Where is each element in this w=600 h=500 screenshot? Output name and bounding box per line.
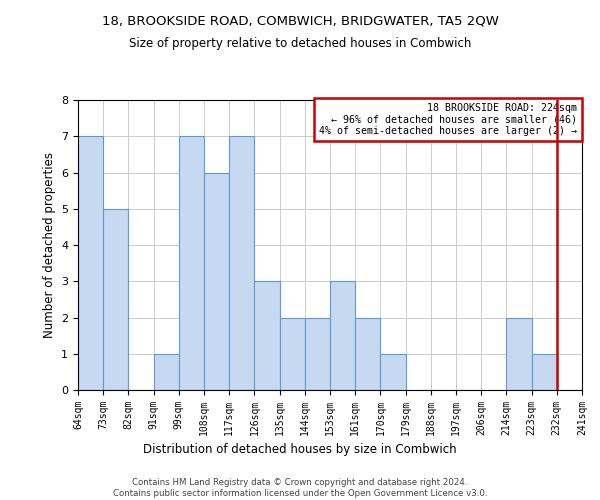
Text: 18 BROOKSIDE ROAD: 224sqm
← 96% of detached houses are smaller (46)
4% of semi-d: 18 BROOKSIDE ROAD: 224sqm ← 96% of detac…	[319, 103, 577, 136]
Text: Distribution of detached houses by size in Combwich: Distribution of detached houses by size …	[143, 442, 457, 456]
Bar	[380, 354, 406, 390]
Bar	[506, 318, 532, 390]
Bar	[280, 318, 305, 390]
Bar	[254, 281, 280, 390]
Bar	[154, 354, 179, 390]
Text: 18, BROOKSIDE ROAD, COMBWICH, BRIDGWATER, TA5 2QW: 18, BROOKSIDE ROAD, COMBWICH, BRIDGWATER…	[101, 15, 499, 28]
Bar	[229, 136, 254, 390]
Y-axis label: Number of detached properties: Number of detached properties	[43, 152, 56, 338]
Bar	[179, 136, 204, 390]
Bar	[78, 136, 103, 390]
Bar	[103, 209, 128, 390]
Bar	[355, 318, 380, 390]
Text: Size of property relative to detached houses in Combwich: Size of property relative to detached ho…	[129, 38, 471, 51]
Text: Contains HM Land Registry data © Crown copyright and database right 2024.
Contai: Contains HM Land Registry data © Crown c…	[113, 478, 487, 498]
Bar	[330, 281, 355, 390]
Bar	[532, 354, 557, 390]
Bar	[305, 318, 330, 390]
Bar	[204, 172, 229, 390]
